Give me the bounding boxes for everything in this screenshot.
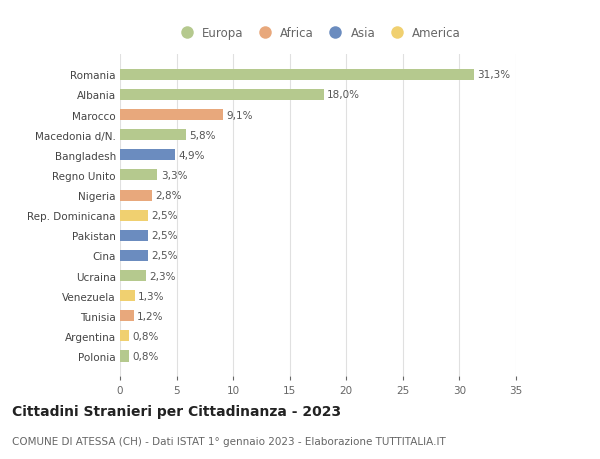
Text: 2,8%: 2,8% [155, 190, 182, 201]
Text: 31,3%: 31,3% [478, 70, 511, 80]
Text: 1,3%: 1,3% [138, 291, 164, 301]
Bar [120, 90, 323, 101]
Text: Cittadini Stranieri per Cittadinanza - 2023: Cittadini Stranieri per Cittadinanza - 2… [12, 404, 341, 418]
Text: 2,5%: 2,5% [152, 251, 178, 261]
Bar [120, 130, 185, 141]
Text: 18,0%: 18,0% [327, 90, 360, 100]
Text: COMUNE DI ATESSA (CH) - Dati ISTAT 1° gennaio 2023 - Elaborazione TUTTITALIA.IT: COMUNE DI ATESSA (CH) - Dati ISTAT 1° ge… [12, 436, 446, 446]
Text: 2,5%: 2,5% [152, 231, 178, 241]
Text: 3,3%: 3,3% [161, 171, 187, 180]
Bar [120, 291, 135, 302]
Bar [120, 351, 129, 362]
Bar [120, 250, 148, 262]
Bar [120, 230, 148, 241]
Bar [120, 150, 175, 161]
Legend: Europa, Africa, Asia, America: Europa, Africa, Asia, America [170, 22, 466, 45]
Text: 1,2%: 1,2% [137, 311, 163, 321]
Text: 0,8%: 0,8% [133, 351, 159, 361]
Text: 4,9%: 4,9% [179, 151, 205, 161]
Bar [120, 190, 152, 201]
Text: 0,8%: 0,8% [133, 331, 159, 341]
Bar [120, 170, 157, 181]
Text: 2,3%: 2,3% [149, 271, 176, 281]
Bar [120, 110, 223, 121]
Bar [120, 311, 134, 322]
Text: 2,5%: 2,5% [152, 211, 178, 221]
Bar [120, 270, 146, 281]
Bar [120, 210, 148, 221]
Bar [120, 70, 474, 81]
Bar [120, 330, 129, 341]
Text: 5,8%: 5,8% [189, 130, 215, 140]
Text: 9,1%: 9,1% [226, 110, 253, 120]
